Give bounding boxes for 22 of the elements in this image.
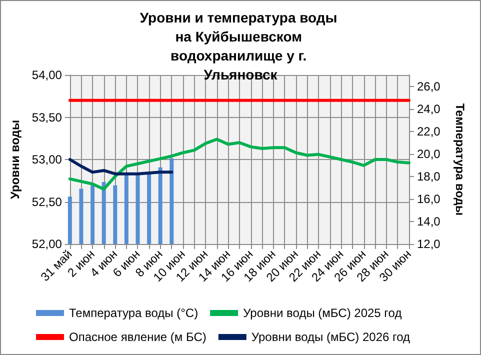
y2-tick-label: 26,0 <box>417 79 441 94</box>
line-series <box>68 158 174 176</box>
legend-label: Температура воды (°C) <box>69 306 198 320</box>
y2-tick-label: 20,0 <box>417 146 441 161</box>
chart-title: Уровни и температура воды на Куйбышевском водохранилище у г. Ульяновск <box>140 10 342 82</box>
legend-label: Опасное явление (м БС) <box>69 330 206 344</box>
y-tick-label: 52,00 <box>32 237 62 251</box>
legend-label: Уровни воды (мБС) 2026 год <box>251 330 410 344</box>
y2-tick-label: 16,0 <box>417 192 441 206</box>
y-tick-label: 52,50 <box>32 194 62 209</box>
y-tick-label: 54,00 <box>32 68 62 82</box>
y-tick-label: 53,00 <box>32 152 62 166</box>
y2-tick-label: 22,0 <box>417 124 441 138</box>
legend-label: Уровни воды (мБС) 2025 год <box>243 306 402 320</box>
y2-tick-label: 12,0 <box>417 237 441 251</box>
y2-tick-label: 18,0 <box>417 169 441 184</box>
y2-tick-label: 24,0 <box>417 102 441 116</box>
y2-tick-label: 14,0 <box>417 214 441 228</box>
y-axis-title: Уровни воды <box>8 120 22 200</box>
line-series <box>68 138 410 191</box>
y2-axis-title: Температура воды <box>453 103 467 216</box>
y-tick-label: 53,50 <box>32 110 62 124</box>
